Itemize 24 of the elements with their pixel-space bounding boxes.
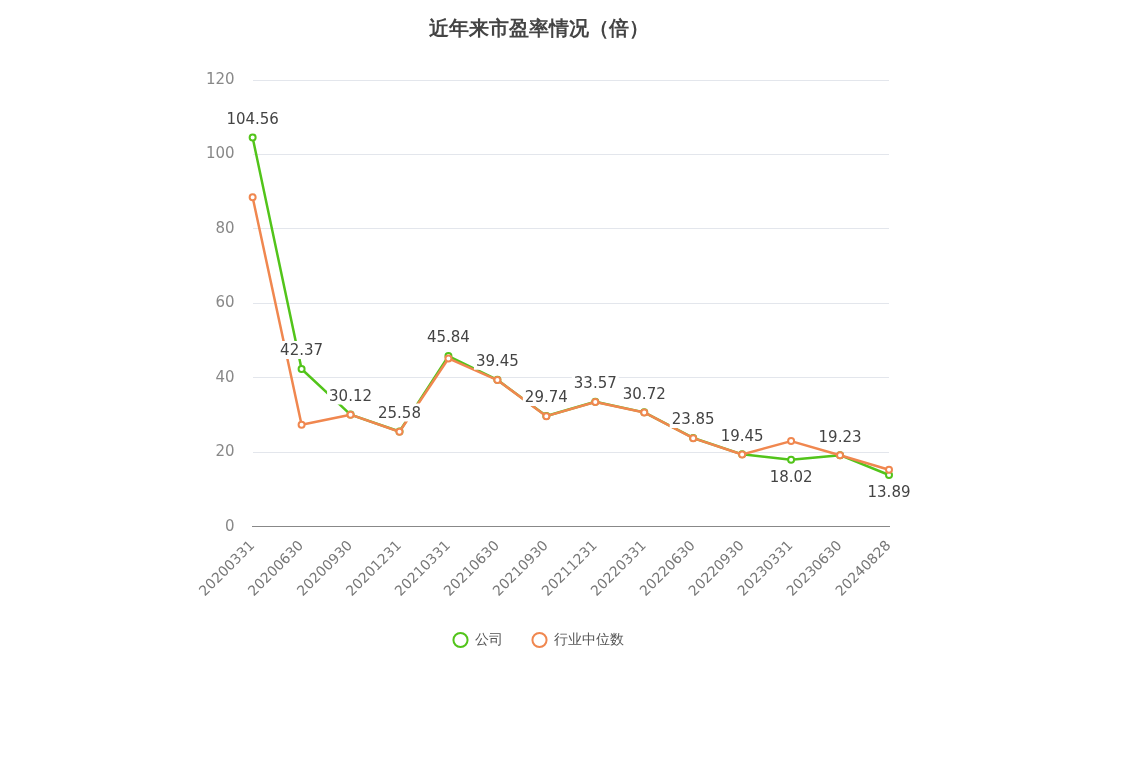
legend-label: 公司 — [474, 630, 503, 647]
data-label: 33.57 — [573, 374, 617, 393]
data-label: 104.56 — [226, 109, 279, 128]
data-label: 29.74 — [524, 388, 568, 407]
data-label: 45.84 — [426, 328, 470, 347]
y-tick-label: 40 — [215, 367, 235, 386]
data-label: 19.45 — [720, 426, 764, 445]
data-label: 23.85 — [671, 410, 715, 429]
data-label: 39.45 — [475, 352, 519, 371]
y-tick-label: 120 — [205, 69, 235, 88]
y-tick-label: 80 — [215, 218, 235, 237]
y-tick-label: 60 — [215, 293, 235, 312]
data-label: 18.02 — [769, 468, 813, 487]
data-label: 30.12 — [329, 386, 373, 405]
data-label: 42.37 — [280, 341, 324, 360]
legend-label: 行业中位数 — [553, 630, 624, 647]
data-label: 19.23 — [818, 427, 862, 446]
chart-title: 近年来市盈率情况（倍） — [427, 16, 649, 41]
y-tick-label: 20 — [215, 442, 235, 461]
y-tick-label: 0 — [225, 516, 235, 535]
data-label: 30.72 — [622, 384, 666, 403]
data-label: 13.89 — [867, 483, 911, 502]
data-label: 25.58 — [378, 403, 421, 422]
y-tick-label: 100 — [205, 144, 235, 163]
